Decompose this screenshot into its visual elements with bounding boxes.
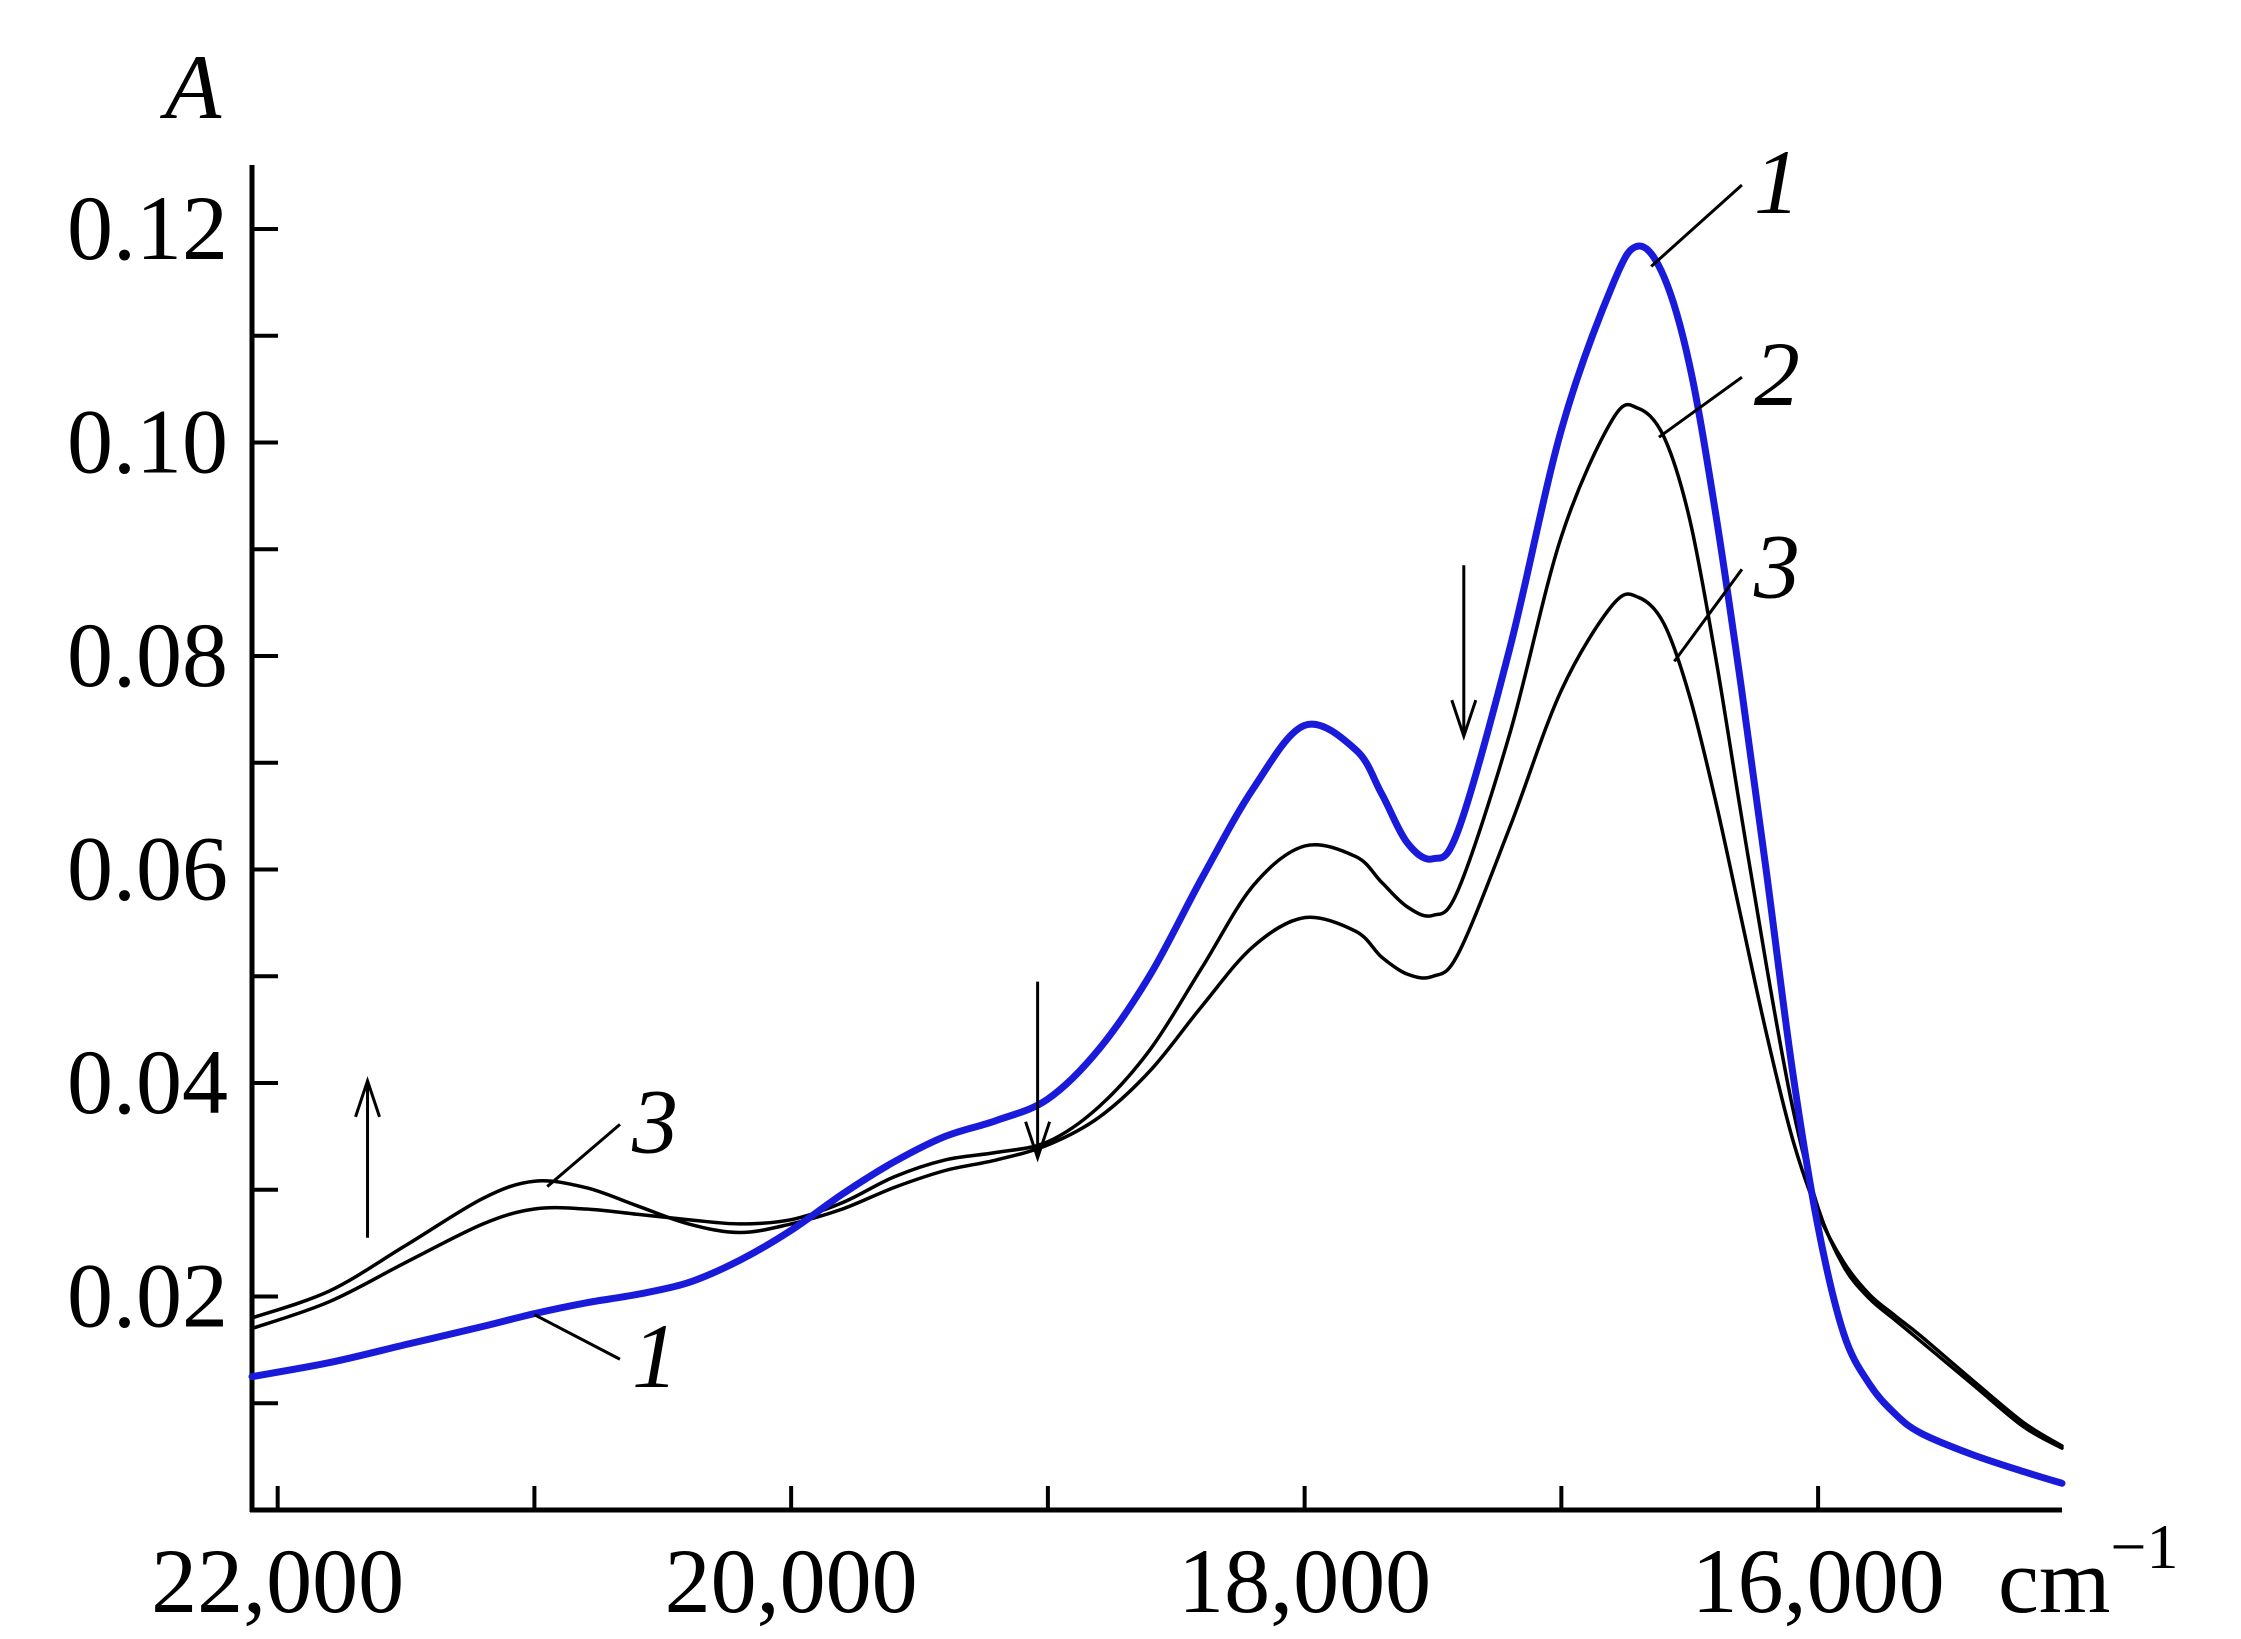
arrows-layer: [354, 565, 1478, 1238]
y-tick-label: 0.12: [67, 177, 228, 279]
curve-label-leader-line: [546, 1123, 621, 1188]
arrow-head: [1450, 699, 1478, 741]
x-tick-label: 18,000: [1178, 1530, 1431, 1632]
arrow-down: [1024, 981, 1052, 1163]
x-tick-label: 20,000: [665, 1530, 918, 1632]
y-tick-label: 0.10: [67, 391, 228, 493]
arrow-down: [1450, 565, 1478, 741]
arrow-up: [354, 1076, 381, 1238]
curve-label-1: 1: [1754, 131, 1800, 233]
curve-label-leader-line: [1658, 375, 1743, 439]
axes: 0.02 0.04 0.06 0.08 0.10 0.12 22,000 20,000 18,…: [67, 165, 2062, 1632]
arrow-head: [354, 1076, 381, 1118]
x-axis-unit-label: cm−1: [1998, 1511, 2179, 1632]
curve-label-leader-line: [1673, 568, 1744, 663]
curve-label-leader-line: [533, 1313, 621, 1361]
x-tick-label: 22,000: [151, 1530, 404, 1632]
arrow-head: [1024, 1121, 1052, 1163]
series-layer: [248, 242, 2066, 1487]
x-axis-ticks: 22,000 20,000 18,000 16,000: [151, 1486, 1945, 1632]
y-tick-label: 0.06: [67, 818, 228, 920]
series-1-curve: [248, 242, 2066, 1487]
curve-label-leader-line: [1650, 183, 1743, 268]
curve-labels-layer: 1 2 3 3 1: [533, 131, 1800, 1407]
y-tick-label: 0.04: [67, 1031, 228, 1133]
curve-label-1: 1: [632, 1305, 678, 1407]
x-tick-label: 16,000: [1692, 1530, 1945, 1632]
y-tick-label: 0.02: [67, 1245, 228, 1347]
curve-label-3: 3: [631, 1070, 678, 1172]
y-axis-ticks: 0.02 0.04 0.06 0.08 0.10 0.12: [67, 177, 278, 1406]
y-axis-title: A: [159, 36, 222, 138]
y-tick-label: 0.08: [67, 604, 228, 706]
curve-label-3: 3: [1753, 515, 1800, 617]
curve-label-2: 2: [1754, 323, 1800, 425]
